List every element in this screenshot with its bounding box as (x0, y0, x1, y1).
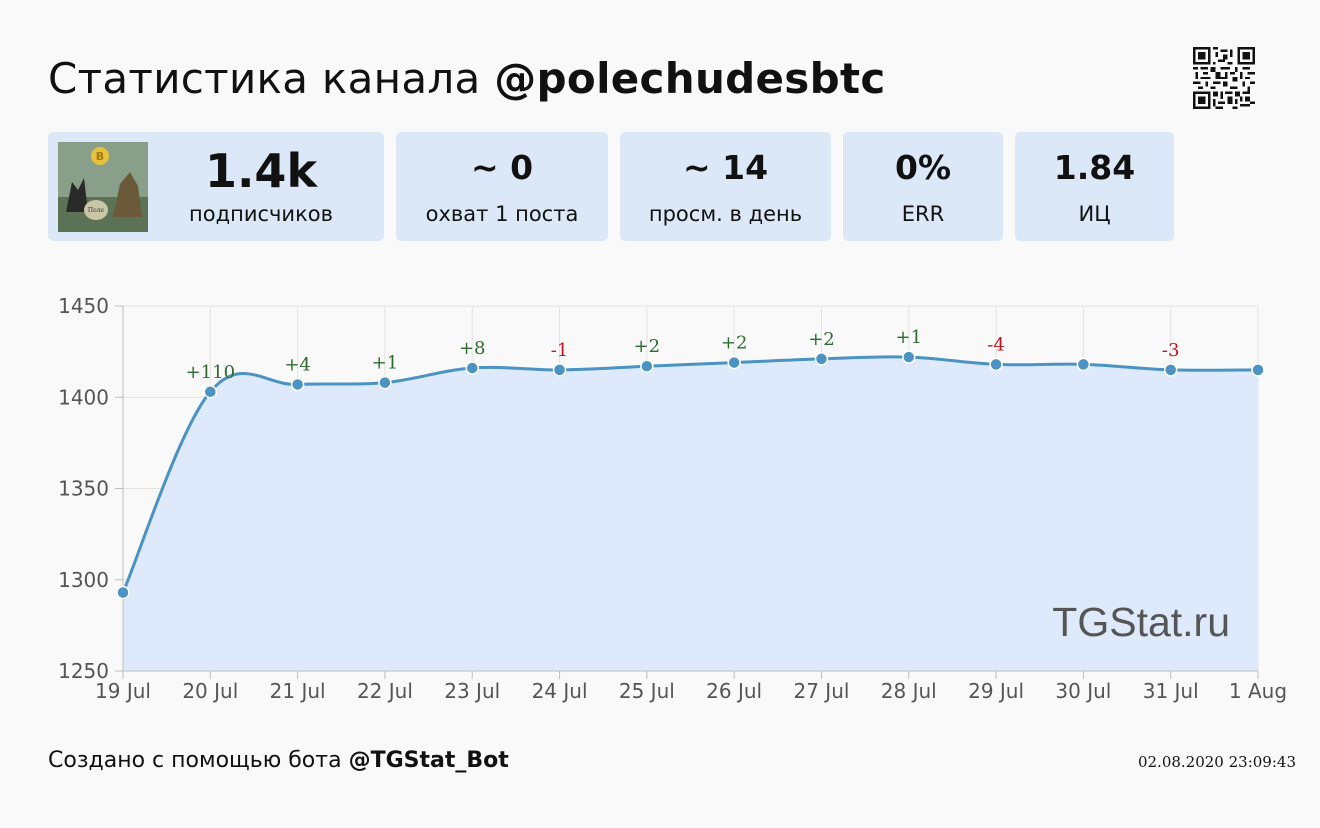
stat-card-err: 0% ERR (843, 132, 1003, 241)
data-label: -4 (987, 334, 1005, 355)
data-point (989, 357, 1003, 372)
channel-handle: @polechudesbtc (494, 54, 886, 103)
data-point (465, 361, 479, 375)
data-point (378, 375, 392, 390)
x-tick-label: 26 Jul (706, 679, 762, 703)
stat-value: 0% (894, 148, 952, 187)
data-label: +2 (808, 329, 835, 350)
stat-label: просм. в день (648, 202, 803, 226)
data-label: -1 (551, 340, 569, 361)
stat-card-daily-views: ~ 14 просм. в день (620, 132, 831, 241)
channel-avatar: B Поле (58, 142, 148, 232)
x-tick-label: 24 Jul (532, 679, 588, 703)
stat-card-citation-index: 1.84 ИЦ (1015, 132, 1174, 241)
svg-text:B: B (96, 150, 104, 163)
y-tick-label: 1250 (58, 659, 109, 683)
data-label: +4 (284, 354, 311, 375)
svg-text:Поле: Поле (88, 207, 105, 214)
footer-credit: Создано с помощью бота @TGStat_Bot (48, 747, 509, 775)
x-tick-label: 28 Jul (881, 679, 937, 703)
stat-value: 1.4k (204, 144, 318, 198)
data-point (552, 363, 567, 377)
x-tick-label: 20 Jul (182, 679, 238, 703)
generated-timestamp: 02.08.2020 23:09:43 (1137, 753, 1296, 771)
stat-value: 1.84 (1053, 148, 1136, 187)
y-tick-label: 1400 (58, 385, 109, 409)
stat-card-subscribers: B Поле 1.4k подписчиков (48, 132, 384, 241)
data-label: +1 (895, 327, 922, 348)
x-tick-label: 27 Jul (793, 679, 849, 703)
y-tick-label: 1350 (58, 477, 109, 501)
data-point (116, 585, 130, 600)
watermark: TGStat.ru (1052, 599, 1230, 645)
data-point (1163, 363, 1178, 377)
data-point (640, 359, 654, 373)
stat-value: ~ 14 (682, 148, 769, 187)
data-label: -3 (1162, 340, 1180, 361)
x-tick-label: 25 Jul (619, 679, 675, 703)
page-title: Статистика канала @polechudesbtc (48, 52, 886, 106)
data-label: +2 (721, 333, 748, 354)
data-label: +110 (186, 362, 235, 383)
title-prefix: Статистика канала (48, 54, 481, 103)
data-label: +8 (459, 338, 486, 359)
data-point (1251, 363, 1265, 377)
stat-value: ~ 0 (470, 148, 534, 187)
y-tick-label: 1450 (58, 294, 109, 318)
subscribers-chart: TGStat.ru +110 +4 +1 +8 -1 +2 +2 +2 +1 -4 -3 1250 130… (58, 294, 1287, 703)
series-line (121, 355, 1259, 594)
stat-card-reach: ~ 0 охват 1 поста (396, 132, 608, 241)
x-tick-label: 21 Jul (270, 679, 326, 703)
area-fill (123, 356, 1258, 671)
data-point (1076, 357, 1091, 372)
x-tick-label: 1 Aug (1229, 679, 1287, 703)
x-tick-label: 22 Jul (357, 679, 413, 703)
x-tick-label: 30 Jul (1055, 679, 1111, 703)
x-tick-label: 29 Jul (968, 679, 1024, 703)
qr-code-icon (1193, 47, 1255, 109)
x-tick-label: 19 Jul (95, 679, 151, 703)
data-point (814, 352, 829, 366)
bot-handle[interactable]: @TGStat_Bot (348, 748, 509, 773)
data-point (902, 350, 916, 364)
data-label: +1 (372, 353, 399, 374)
data-point (727, 355, 741, 370)
x-tick-label: 31 Jul (1143, 679, 1199, 703)
data-label: +2 (634, 336, 661, 357)
data-point (203, 385, 218, 399)
y-tick-label: 1300 (58, 568, 109, 592)
data-point (290, 377, 305, 392)
stat-label: ИЦ (1078, 202, 1111, 226)
stat-label: подписчиков (189, 202, 333, 226)
x-tick-label: 23 Jul (444, 679, 500, 703)
stat-label: охват 1 поста (425, 202, 579, 226)
footer-prefix: Создано с помощью бота (48, 748, 342, 773)
stat-label: ERR (901, 202, 945, 226)
